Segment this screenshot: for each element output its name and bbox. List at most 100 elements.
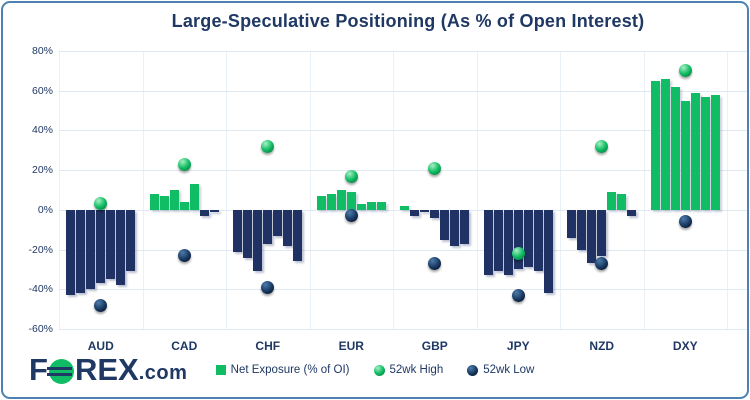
bar-jpy-0 — [483, 209, 493, 276]
legend-item-net-exposure: Net Exposure (% of OI) — [215, 364, 350, 376]
horizontal-gridline — [59, 170, 747, 172]
bar-cad-0 — [149, 193, 159, 210]
bar-gbp-1 — [410, 209, 420, 216]
vertical-gridline — [142, 51, 144, 329]
bar-aud-4 — [106, 209, 116, 280]
y-tick-label: 0% — [37, 203, 53, 216]
horizontal-gridline — [59, 289, 747, 291]
x-label-cad: CAD — [171, 339, 198, 353]
y-tick-label: 20% — [31, 164, 53, 177]
plot-area: 80% 60% 40% 20% 0% -20% -40% -60% — [28, 45, 747, 335]
x-label-eur: EUR — [338, 339, 364, 353]
bar-dxy-5 — [700, 96, 710, 210]
bar-cad-6 — [209, 209, 219, 212]
legend-label: 52wk Low — [483, 364, 535, 376]
low-dot-chf — [261, 280, 275, 294]
high-dot-eur — [344, 169, 358, 183]
x-label-gbp: GBP — [421, 339, 448, 353]
bar-nzd-5 — [617, 193, 627, 210]
vertical-gridline — [393, 51, 394, 329]
bar-eur-5 — [366, 201, 376, 210]
bar-cad-3 — [179, 201, 189, 210]
bar-jpy-2 — [503, 209, 513, 276]
y-tick-label: -20% — [28, 243, 53, 256]
bar-chf-5 — [283, 209, 293, 246]
high-dot-gbp — [428, 161, 442, 175]
bar-eur-4 — [356, 203, 366, 210]
bar-gbp-5 — [450, 209, 460, 246]
x-label-dxy: DXY — [672, 339, 698, 353]
vertical-gridline — [643, 51, 645, 329]
bar-eur-2 — [336, 190, 346, 210]
vertical-gridline — [727, 51, 728, 329]
bar-chf-2 — [253, 209, 263, 272]
bar-jpy-1 — [493, 209, 503, 272]
bar-chf-0 — [233, 209, 243, 252]
logo-globe-icon — [46, 358, 74, 384]
low-dot-gbp — [428, 256, 442, 270]
low-dot-jpy — [511, 288, 525, 302]
high-dot-jpy — [511, 247, 525, 261]
legend-label: Net Exposure (% of OI) — [230, 364, 350, 376]
bar-cad-1 — [159, 195, 169, 210]
vertical-gridline — [59, 51, 60, 329]
bar-eur-0 — [316, 195, 326, 210]
bar-dxy-1 — [660, 78, 670, 210]
high-dot-nzd — [595, 139, 609, 153]
bar-gbp-2 — [420, 209, 430, 212]
bar-chf-4 — [273, 209, 283, 236]
bar-aud-1 — [76, 209, 86, 294]
bar-chf-1 — [243, 209, 253, 258]
low-dot-icon — [467, 364, 479, 376]
high-dot-chf — [261, 139, 275, 153]
vertical-gridline — [309, 51, 311, 329]
high-dot-cad — [177, 157, 191, 171]
y-tick-label: -60% — [28, 323, 53, 335]
bar-aud-3 — [96, 209, 106, 284]
bar-gbp-3 — [430, 209, 440, 218]
bar-jpy-6 — [543, 209, 553, 294]
bar-jpy-4 — [523, 209, 533, 268]
bar-nzd-0 — [567, 209, 577, 238]
legend-label: 52wk High — [389, 364, 444, 376]
bar-dxy-4 — [690, 92, 700, 210]
bar-cad-4 — [189, 184, 199, 210]
legend: Net Exposure (% of OI) 52wk High 52wk Lo… — [3, 364, 747, 376]
bar-eur-1 — [326, 193, 336, 210]
x-label-nzd: NZD — [589, 339, 615, 353]
legend-item-52wk-high: 52wk High — [373, 364, 444, 376]
horizontal-gridline — [59, 249, 747, 251]
bar-eur-3 — [346, 191, 356, 210]
horizontal-gridline — [59, 329, 747, 330]
x-label-chf: CHF — [255, 339, 281, 353]
bar-chf-3 — [263, 209, 273, 244]
forex-logo: F REX .com — [29, 353, 187, 387]
y-tick-label: -40% — [28, 283, 53, 296]
bar-aud-0 — [66, 209, 76, 296]
horizontal-gridline — [59, 51, 747, 52]
x-label-jpy: JPY — [506, 339, 530, 353]
bar-dxy-6 — [710, 94, 720, 210]
bar-dxy-3 — [680, 100, 690, 210]
low-dot-aud — [94, 298, 108, 312]
bar-nzd-1 — [577, 209, 587, 250]
vertical-gridline — [476, 51, 478, 329]
horizontal-gridline — [59, 209, 747, 211]
bar-dxy-2 — [670, 86, 680, 210]
bar-aud-5 — [116, 209, 126, 286]
bar-chf-6 — [293, 209, 303, 262]
bar-nzd-3 — [597, 209, 607, 256]
y-tick-label: 40% — [31, 124, 53, 137]
bar-gbp-4 — [440, 209, 450, 240]
high-dot-icon — [373, 364, 385, 376]
high-dot-dxy — [678, 64, 692, 78]
bar-jpy-3 — [513, 209, 523, 270]
bar-jpy-5 — [533, 209, 543, 272]
x-label-aud: AUD — [87, 339, 114, 353]
y-tick-label: 80% — [31, 45, 53, 57]
legend-item-52wk-low: 52wk Low — [467, 364, 534, 376]
bar-cad-5 — [199, 209, 209, 216]
logo-text-com: .com — [138, 362, 188, 384]
low-dot-nzd — [595, 256, 609, 270]
net-exposure-swatch-icon — [215, 365, 226, 375]
